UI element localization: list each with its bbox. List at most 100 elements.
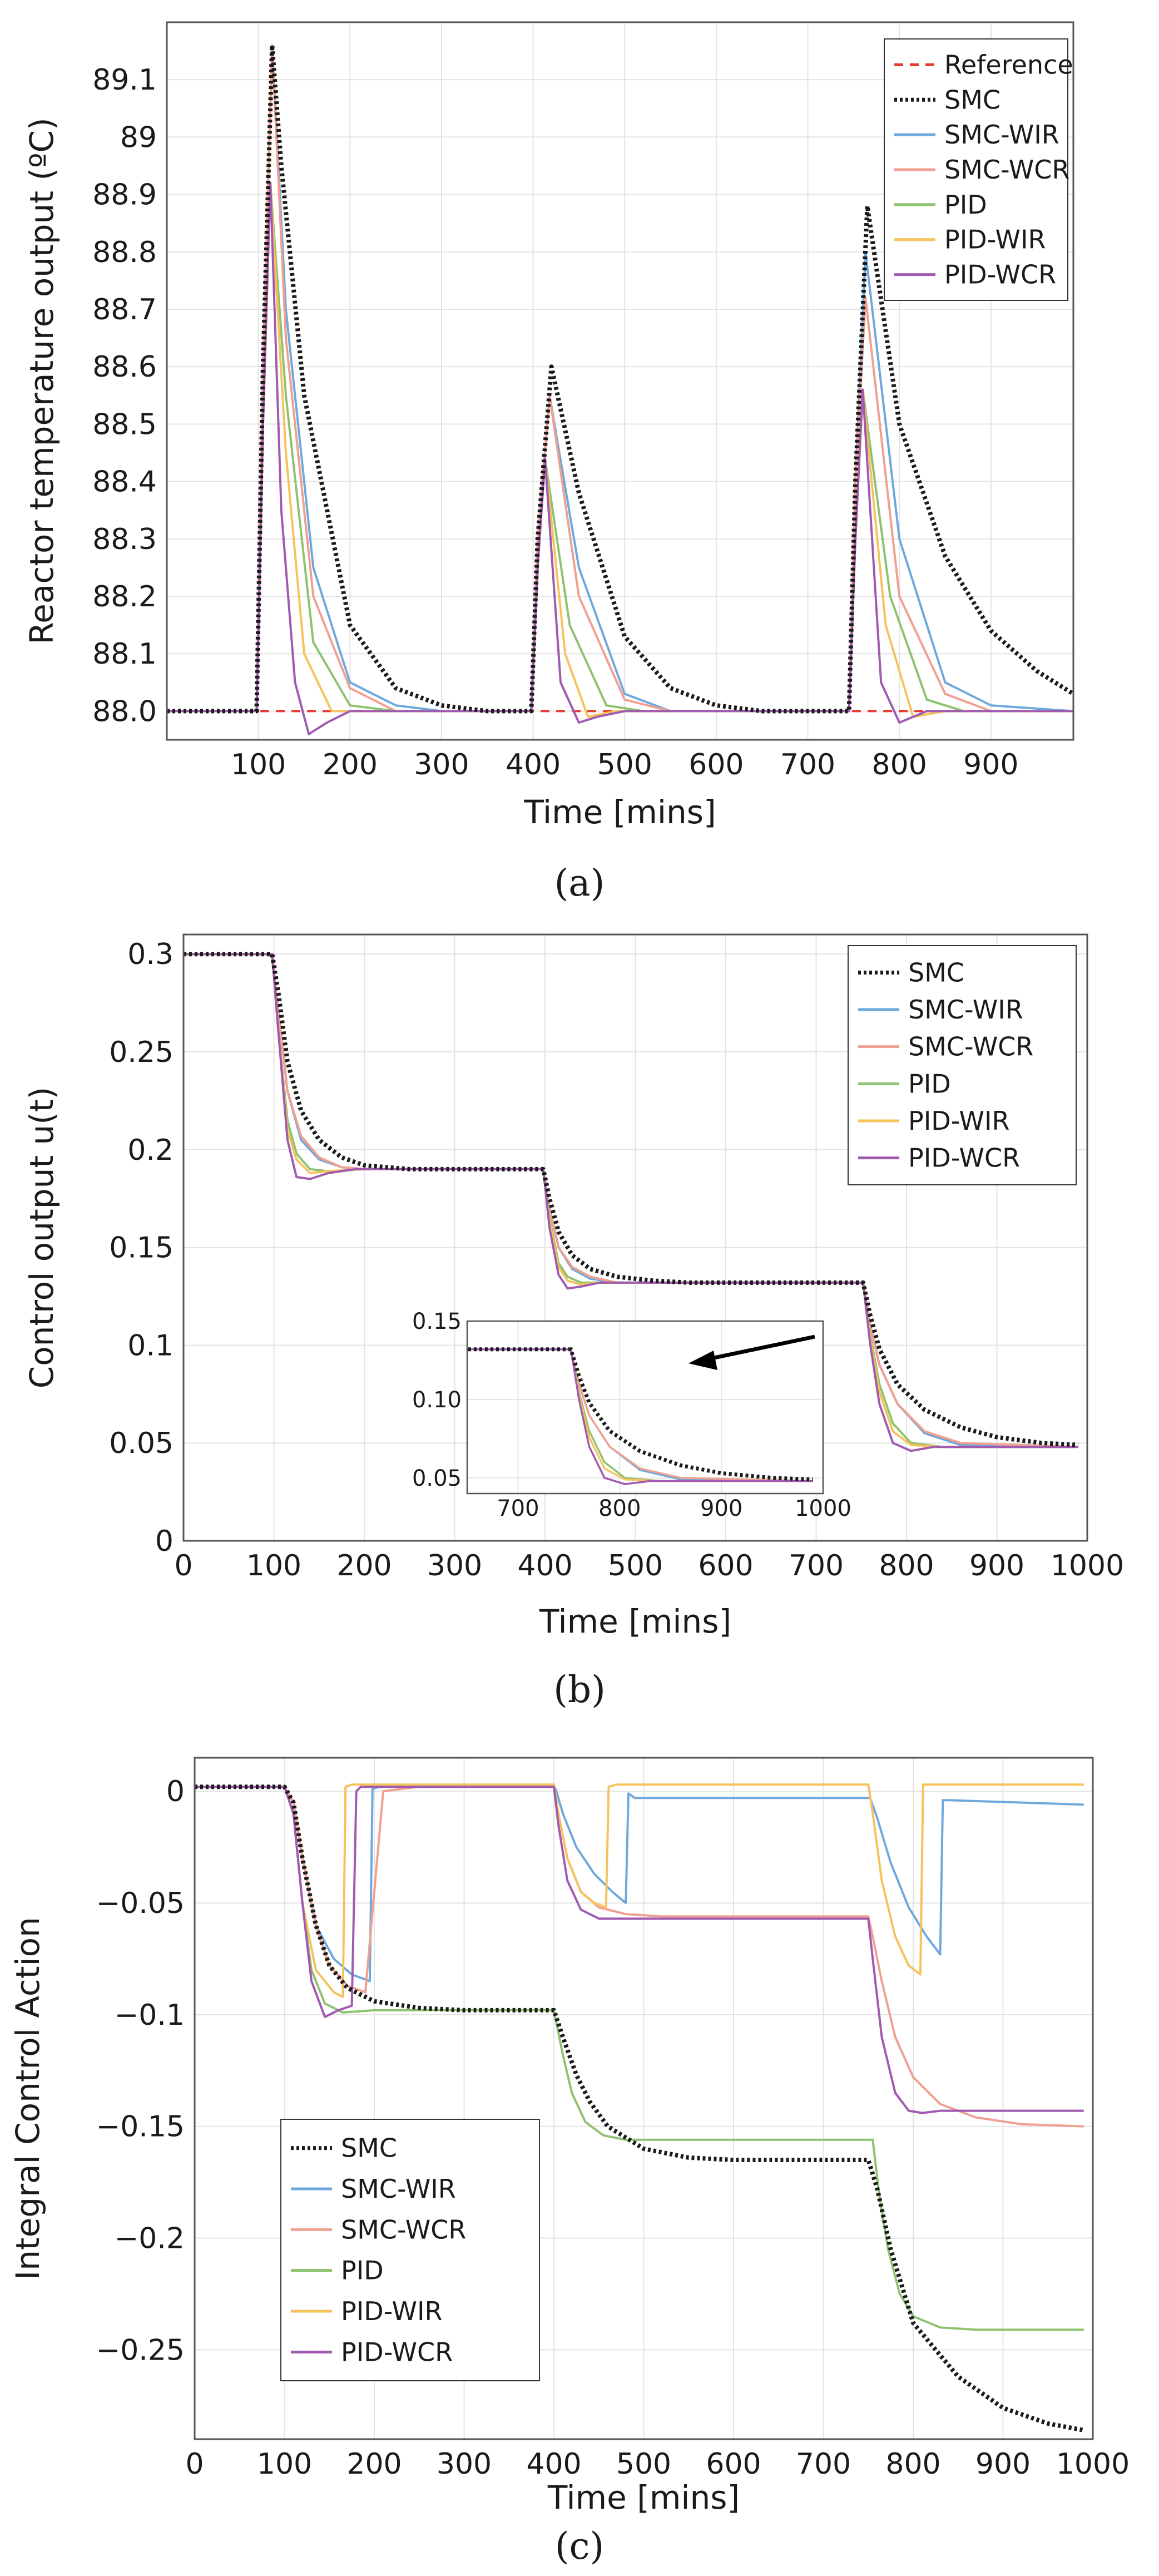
legend-entry-label: SMC-WIR (908, 995, 1023, 1025)
y-tick-label: 88.8 (92, 236, 157, 269)
y-tick-label: 88.9 (92, 179, 157, 212)
inset-y-tick-label: 0.05 (412, 1466, 462, 1491)
x-tick-label: 400 (517, 1549, 572, 1583)
x-tick-label: 600 (706, 2448, 761, 2481)
legend: SMC SMC-WIR SMC-WCR PID PID-WIR PID-WCR (280, 2119, 540, 2381)
x-tick-label: 800 (885, 2448, 940, 2481)
x-tick-labels: 100 200 300 400 500 600 700 800 900 (231, 748, 1018, 782)
y-tick-label: 0.05 (109, 1427, 174, 1460)
legend-entry-label: Reference (944, 50, 1073, 80)
x-tick-label: 700 (780, 748, 835, 782)
series-line-smc (195, 1784, 1084, 2432)
x-tick-label: 300 (437, 2448, 492, 2481)
inset-arrow (689, 1334, 815, 1370)
chart-panel-b: 0 100 200 300 400 500 600 700 800 900 1000 0 0.05 0.… (23, 933, 1124, 1711)
inset-x-tick-label: 700 (497, 1496, 539, 1521)
x-tick-label: 200 (336, 1549, 392, 1583)
x-tick-label: 500 (608, 1549, 663, 1583)
y-tick-label: 88.3 (92, 523, 157, 556)
inset-y-tick-label: 0.15 (412, 1309, 462, 1334)
x-tick-labels: 0 100 200 300 400 500 600 700 800 900 1000 (185, 2448, 1130, 2481)
y-tick-label: 88.0 (92, 695, 157, 728)
x-tick-label: 900 (963, 748, 1018, 782)
y-tick-label: 88.4 (92, 466, 157, 499)
series-line-smc-wcr (184, 953, 1078, 1448)
series-line-pid (184, 953, 1078, 1448)
legend-entry-label: PID-WIR (341, 2296, 442, 2326)
inset-series-group (467, 1347, 813, 1485)
x-tick-label: 700 (789, 1549, 844, 1583)
y-tick-label: 0.25 (109, 1036, 174, 1069)
arrow-shaft (703, 1334, 815, 1362)
y-tick-label: −0.2 (115, 2222, 185, 2256)
x-tick-label: 700 (796, 2448, 851, 2481)
y-tick-label: 88.1 (92, 637, 157, 671)
arrow-head (689, 1351, 717, 1370)
x-tick-label: 400 (506, 748, 561, 782)
x-tick-label: 300 (414, 748, 469, 782)
y-tick-labels: 0 −0.05 −0.1 −0.15 −0.2 −0.25 (96, 1775, 185, 2367)
y-tick-label: 0.2 (127, 1134, 174, 1167)
inset-x-tick-label: 900 (700, 1496, 742, 1521)
y-tick-label: 0.3 (127, 938, 174, 971)
series-line-smc (167, 43, 1075, 714)
grid (167, 22, 1073, 740)
x-tick-label: 500 (616, 2448, 671, 2481)
y-tick-label: −0.25 (96, 2333, 185, 2367)
series-group (195, 1783, 1084, 2432)
panel-caption: (a) (554, 862, 605, 904)
inset-frame (466, 1320, 824, 1495)
x-tick-label: 100 (246, 1549, 301, 1583)
legend-entry-label: SMC (908, 957, 964, 987)
y-tick-labels: 0 0.05 0.1 0.15 0.2 0.25 0.3 (109, 938, 174, 1558)
x-tick-label: 1000 (1051, 1549, 1124, 1583)
inset-series-line-smc (467, 1347, 813, 1482)
series-group (184, 952, 1079, 1452)
inset-zoom: 700 800 900 1000 0.05 0.10 0.15 (412, 1309, 851, 1521)
inset-series-line-pid-wcr (467, 1348, 813, 1485)
y-tick-label: 88.5 (92, 408, 157, 441)
inset-series-line-pid-wir (467, 1348, 813, 1482)
plot-frame (166, 21, 1074, 741)
legend-entry-label: SMC-WCR (341, 2214, 466, 2244)
y-tick-label: 0.1 (127, 1329, 174, 1362)
y-tick-label: 89 (120, 121, 157, 154)
y-axis-label: Control output u(t) (23, 1087, 61, 1389)
legend-box (280, 2119, 540, 2381)
legend-entry-label: PID (944, 190, 987, 220)
x-tick-label: 200 (346, 2448, 402, 2481)
x-axis-label: Time [mins] (539, 1603, 731, 1640)
x-tick-label: 600 (698, 1549, 753, 1583)
x-tick-labels: 0 100 200 300 400 500 600 700 800 900 1000 (174, 1549, 1124, 1583)
y-tick-label: 88.6 (92, 350, 157, 384)
series-line-pid-wcr (195, 1786, 1084, 2114)
series-line-smc-wcr (195, 1786, 1084, 2128)
series-group (167, 43, 1075, 735)
legend-entry-label: PID (908, 1069, 951, 1099)
legend-box (848, 945, 1077, 1185)
x-tick-label: 500 (597, 748, 652, 782)
legend: Reference SMC SMC-WIR SMC-WCR PID PID-WIR PID-… (884, 38, 1073, 301)
legend-entry-label: SMC-WIR (341, 2174, 456, 2204)
x-tick-label: 900 (975, 2448, 1031, 2481)
x-tick-label: 100 (257, 2448, 312, 2481)
y-tick-label: −0.05 (96, 1887, 185, 1920)
inset-x-tick-label: 800 (598, 1496, 641, 1521)
series-line-smc-wir (195, 1786, 1084, 1982)
legend-entry-label: PID-WCR (944, 260, 1056, 290)
y-axis-label: Reactor temperature output (ºC) (23, 117, 61, 644)
plot-frame (194, 1757, 1094, 2440)
x-tick-label: 300 (427, 1549, 482, 1583)
y-tick-label: 89.1 (92, 63, 157, 97)
x-tick-label: 200 (323, 748, 378, 782)
legend-entry-label: PID-WIR (944, 225, 1046, 255)
plot-frame (182, 933, 1088, 1542)
x-tick-label: 800 (879, 1549, 934, 1583)
x-tick-label: 1000 (1056, 2448, 1130, 2481)
chart-panel-a: 100 200 300 400 500 600 700 800 900 88.0 88.1 88.2… (23, 21, 1075, 904)
chart-panel-c: 0 100 200 300 400 500 600 700 800 900 1000 0 −0.05 −… (9, 1757, 1130, 2568)
legend: SMC SMC-WIR SMC-WCR PID PID-WIR PID-WCR (848, 945, 1077, 1185)
x-tick-label: 800 (872, 748, 927, 782)
legend-entry-label: SMC-WCR (944, 155, 1069, 185)
y-tick-labels: 88.0 88.1 88.2 88.3 88.4 88.5 88.6 88.7 88.8 88.9… (92, 63, 157, 728)
